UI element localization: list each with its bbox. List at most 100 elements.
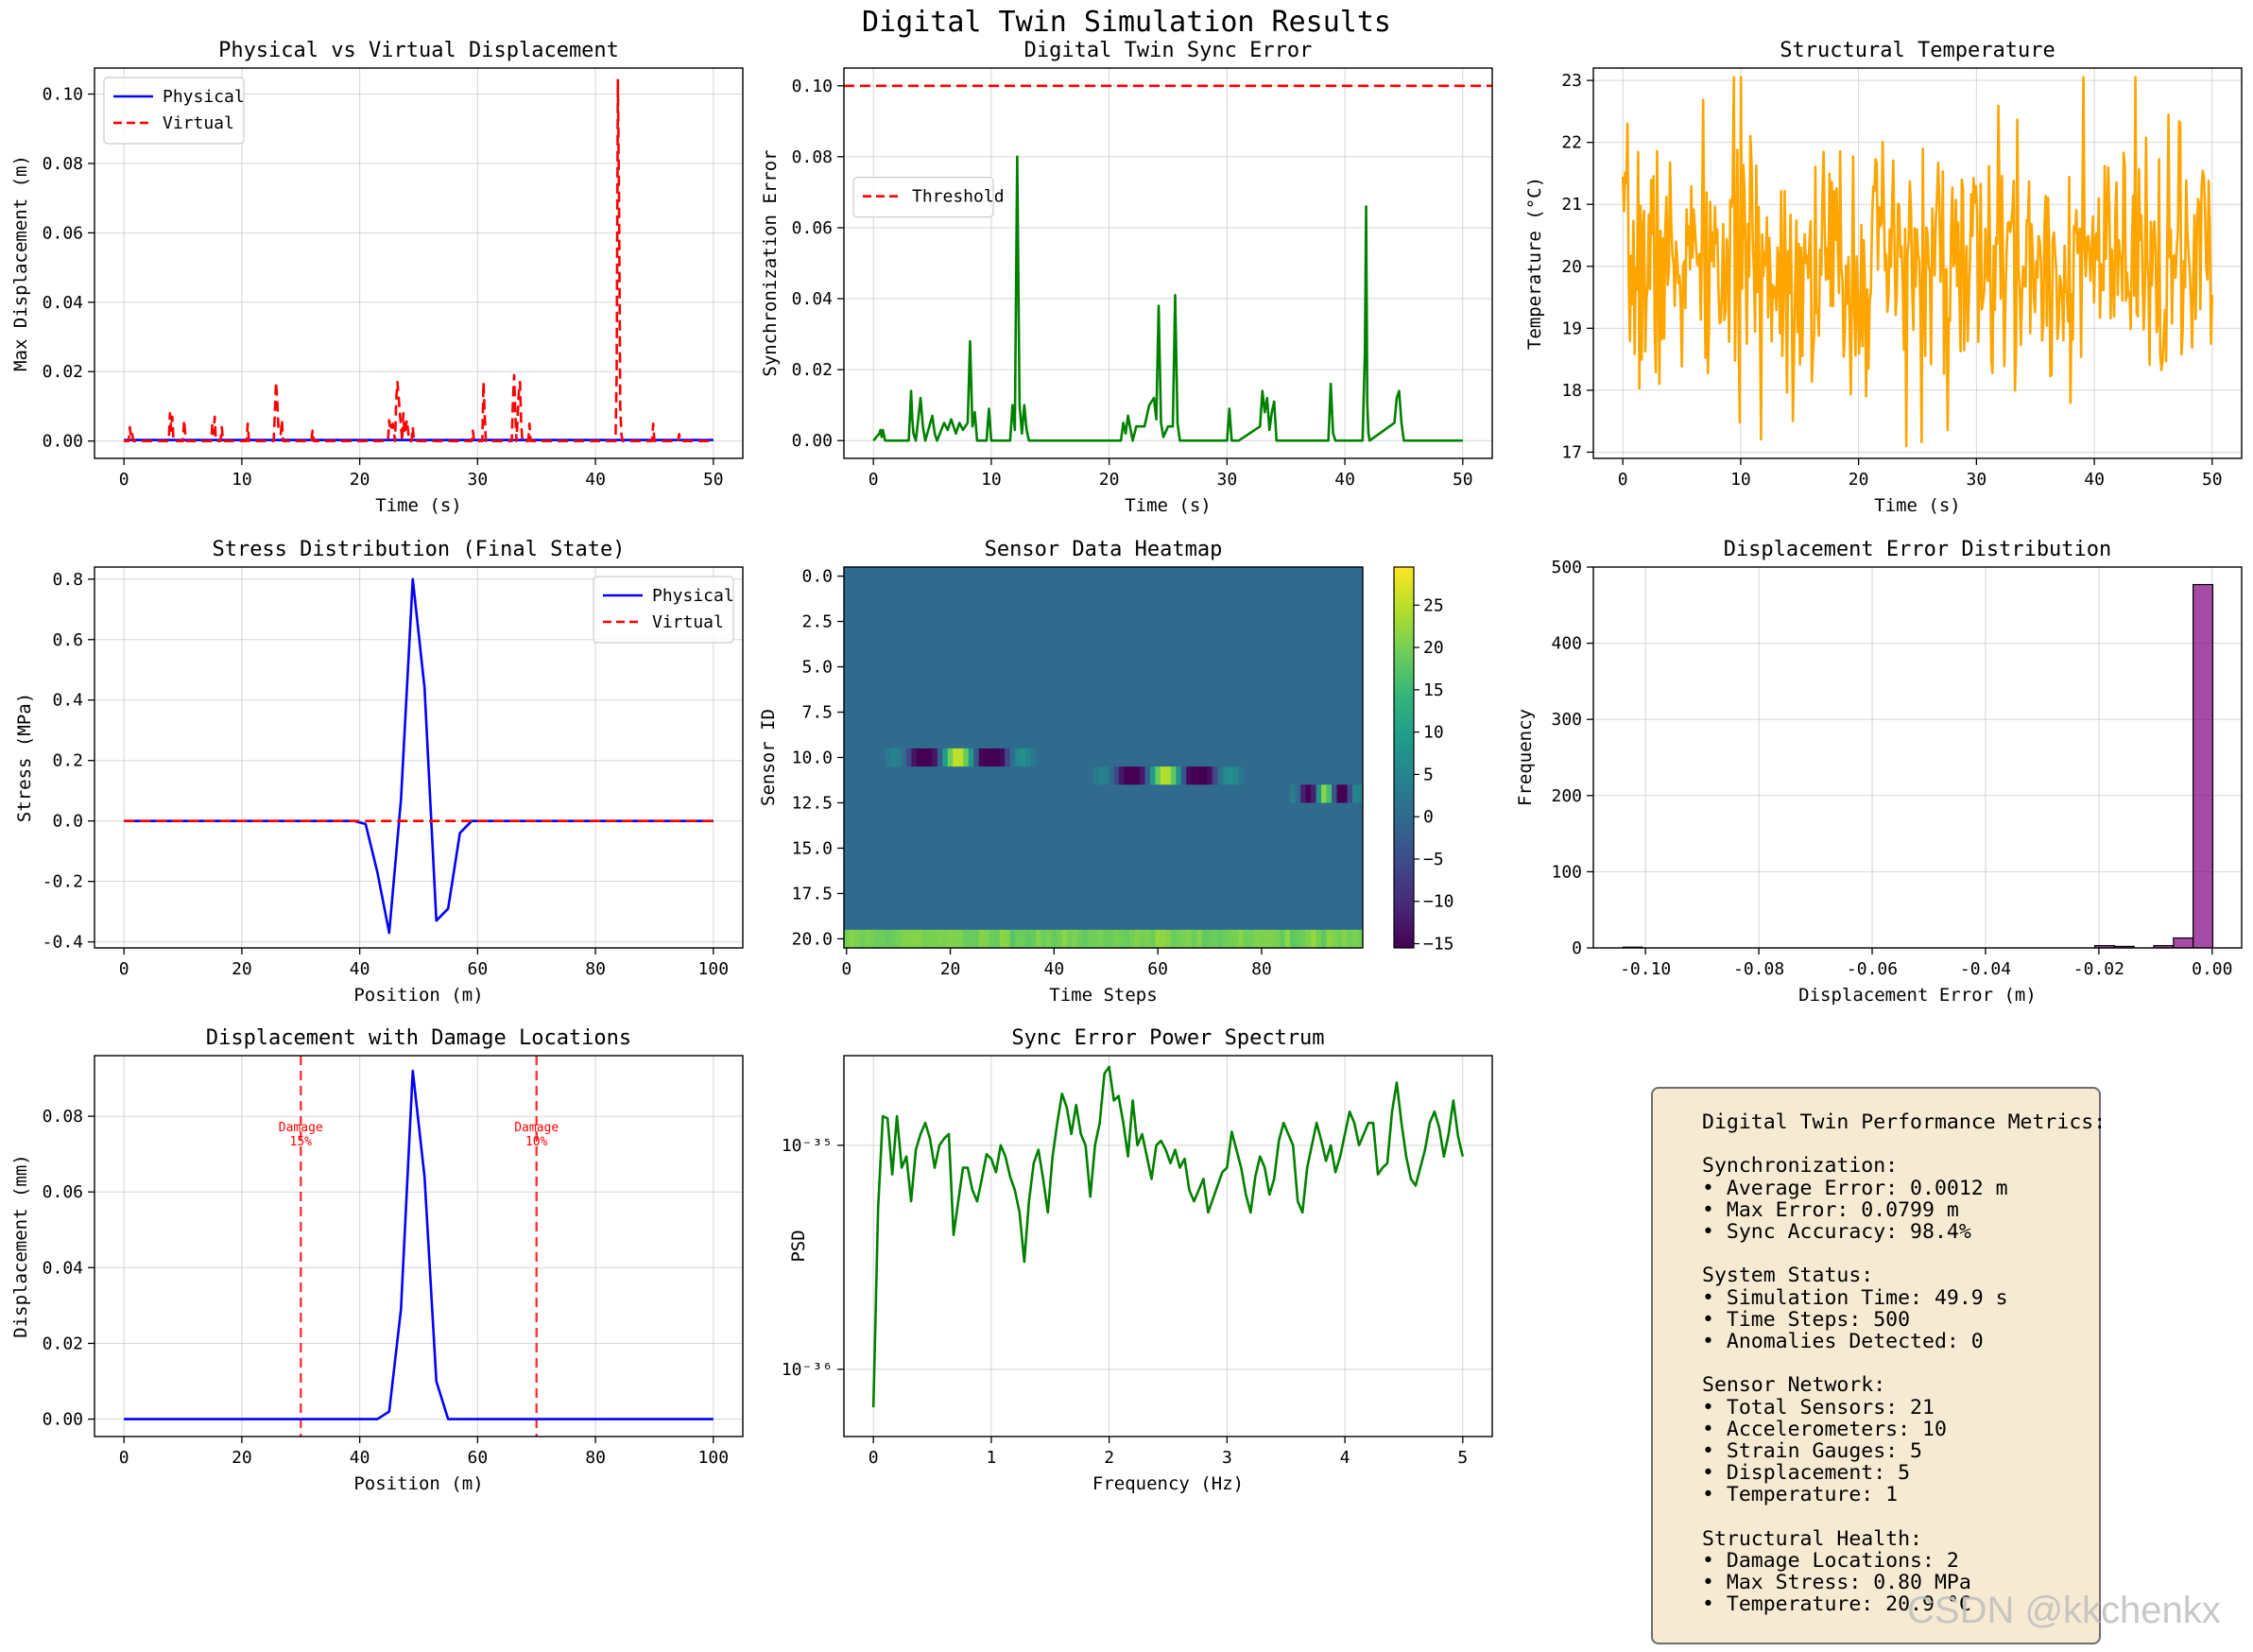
axes-frame	[843, 67, 1493, 459]
y-tick-label: 2.5	[801, 612, 833, 632]
heatmap-cell	[1191, 929, 1197, 948]
heatmap-cell	[1088, 766, 1094, 785]
x-tick-label: 20	[232, 959, 252, 979]
axes-p3: 0 10 20 30 40 50 17 18 19 20 21 22 23 Structural Temp…	[1524, 39, 2243, 516]
heatmap-cell	[1352, 784, 1359, 803]
axes-p5: 0 20 40 60 80 0.0 2.5 5.0 7.5 10.0 12.5 15.0 17.5 20.…	[758, 538, 1364, 1006]
x-axis-label: Time (s)	[1874, 495, 1961, 516]
heatmap-cell	[1144, 766, 1151, 785]
y-axis-label: Sensor ID	[758, 709, 779, 806]
x-tick-label: 0	[119, 470, 129, 490]
legend: Physical Virtual	[593, 576, 734, 644]
heatmap-cell	[1248, 929, 1255, 948]
heatmap-cell	[1118, 929, 1126, 948]
heatmap-cell	[1155, 766, 1161, 785]
heatmap-cell	[1041, 929, 1047, 948]
axes-p6: -0.10 -0.08 -0.06 -0.04 -0.02 0.00 0 100 200 300 4…	[1515, 538, 2243, 1006]
watermark-text: CSDN @kkchenkx	[1907, 1590, 2221, 1631]
x-axis-label: Time Steps	[1049, 985, 1157, 1006]
heatmap-cell	[1232, 929, 1239, 948]
metrics-item: • Displacement: 5	[1702, 1461, 1911, 1486]
x-tick-label: 60	[1147, 959, 1168, 979]
axes-p1: 0 10 20 30 40 50 0.00 0.02 0.04 0.06 0.08 0.10 Physi…	[10, 39, 744, 516]
heatmap-cell	[1025, 929, 1032, 948]
y-tick-label: 0.06	[43, 223, 83, 243]
heatmap-cell	[1036, 929, 1042, 948]
heatmap-cell	[1269, 929, 1276, 948]
heatmap-cell	[1217, 929, 1224, 948]
heatmap-cell	[1124, 929, 1130, 948]
heatmap-cell	[1149, 766, 1156, 785]
histogram-bar	[2193, 583, 2214, 948]
chart-title: Displacement with Damage Locations	[206, 1026, 631, 1050]
heatmap-cell	[1108, 929, 1115, 948]
metrics-item: • Simulation Time: 49.9 s	[1702, 1285, 2008, 1310]
x-tick-label: 40	[585, 470, 606, 490]
x-tick-label: 0	[119, 959, 129, 979]
heatmap-cell	[1228, 766, 1234, 785]
heatmap-cell	[1357, 929, 1364, 948]
heatmap-cell	[1290, 929, 1297, 948]
heatmap-cell	[1336, 784, 1343, 803]
legend-label: Threshold	[912, 187, 1005, 207]
y-tick-label: 20.0	[792, 929, 833, 949]
y-tick-label: 0.04	[43, 293, 83, 313]
heatmap-cell	[1113, 929, 1120, 948]
heatmap-cell	[1321, 784, 1328, 803]
y-tick-label: 0.08	[792, 147, 833, 167]
colorbar-tick-label: 15	[1423, 680, 1444, 700]
y-tick-label: 0.0	[52, 812, 83, 832]
chart-title: Displacement Error Distribution	[1724, 538, 2112, 561]
heatmap-cell	[905, 748, 912, 767]
heatmap-cell	[895, 748, 902, 767]
x-tick-label: 30	[1217, 470, 1238, 490]
metrics-section-title: System Status:	[1702, 1264, 1874, 1288]
metrics-item: • Anomalies Detected: 0	[1702, 1330, 1984, 1354]
metrics-item: • Time Steps: 500	[1702, 1307, 1911, 1332]
heatmap-cell	[999, 748, 1006, 767]
x-tick-label: -0.06	[1847, 959, 1898, 979]
colorbar-tick-label: −10	[1423, 892, 1454, 912]
y-tick-label: 0.6	[52, 630, 83, 650]
heatmap-cell	[1077, 929, 1084, 948]
heatmap-cell	[1170, 766, 1177, 785]
x-tick-label: 100	[698, 959, 730, 979]
heatmap-cell	[1165, 766, 1172, 785]
heatmap-cell	[1290, 784, 1297, 803]
y-tick-label: 0.08	[43, 154, 83, 174]
colorbar-tick-label: −5	[1423, 850, 1444, 869]
colorbar: −15 −10 −5 0 5 10 15 20 25	[1393, 566, 1454, 955]
x-tick-label: -0.04	[1960, 959, 2011, 979]
heatmap-cell	[1201, 766, 1208, 785]
heatmap-cell	[1186, 929, 1193, 948]
heatmap-cell	[978, 748, 985, 767]
heatmap-cell	[994, 748, 1001, 767]
heatmap-cell	[1015, 748, 1022, 767]
x-tick-label: 0	[119, 1448, 129, 1468]
x-axis-label: Position (m)	[353, 985, 483, 1006]
x-tick-label: 5	[1457, 1448, 1468, 1468]
y-tick-label: 23	[1561, 71, 1582, 91]
heatmap-cell	[844, 929, 851, 948]
heatmap-cell	[1061, 929, 1068, 948]
x-axis-label: Position (m)	[353, 1473, 483, 1494]
x-tick-label: 40	[1044, 959, 1065, 979]
chart-title: Stress Distribution (Final State)	[212, 538, 625, 561]
colorbar-tick-label: −15	[1423, 935, 1454, 955]
x-tick-label: 20	[1099, 470, 1120, 490]
heatmap-cell	[1005, 748, 1011, 767]
heatmap-cell	[1170, 929, 1177, 948]
y-tick-label: -0.4	[43, 933, 83, 953]
x-tick-label: 50	[703, 470, 724, 490]
heatmap-cell	[1357, 784, 1364, 803]
heatmap-cell	[932, 929, 938, 948]
metrics-spacer	[1702, 1352, 2099, 1374]
x-tick-label: 20	[232, 1448, 252, 1468]
y-tick-label: 0	[1572, 938, 1582, 958]
heatmap-cell	[932, 748, 938, 767]
x-tick-label: 1	[986, 1448, 996, 1468]
heatmap-cell	[1280, 929, 1286, 948]
metrics-item: • Temperature: 20.9 °C	[1702, 1592, 1971, 1617]
y-tick-label: 12.5	[792, 793, 833, 813]
chart-title: Physical vs Virtual Displacement	[218, 39, 619, 62]
